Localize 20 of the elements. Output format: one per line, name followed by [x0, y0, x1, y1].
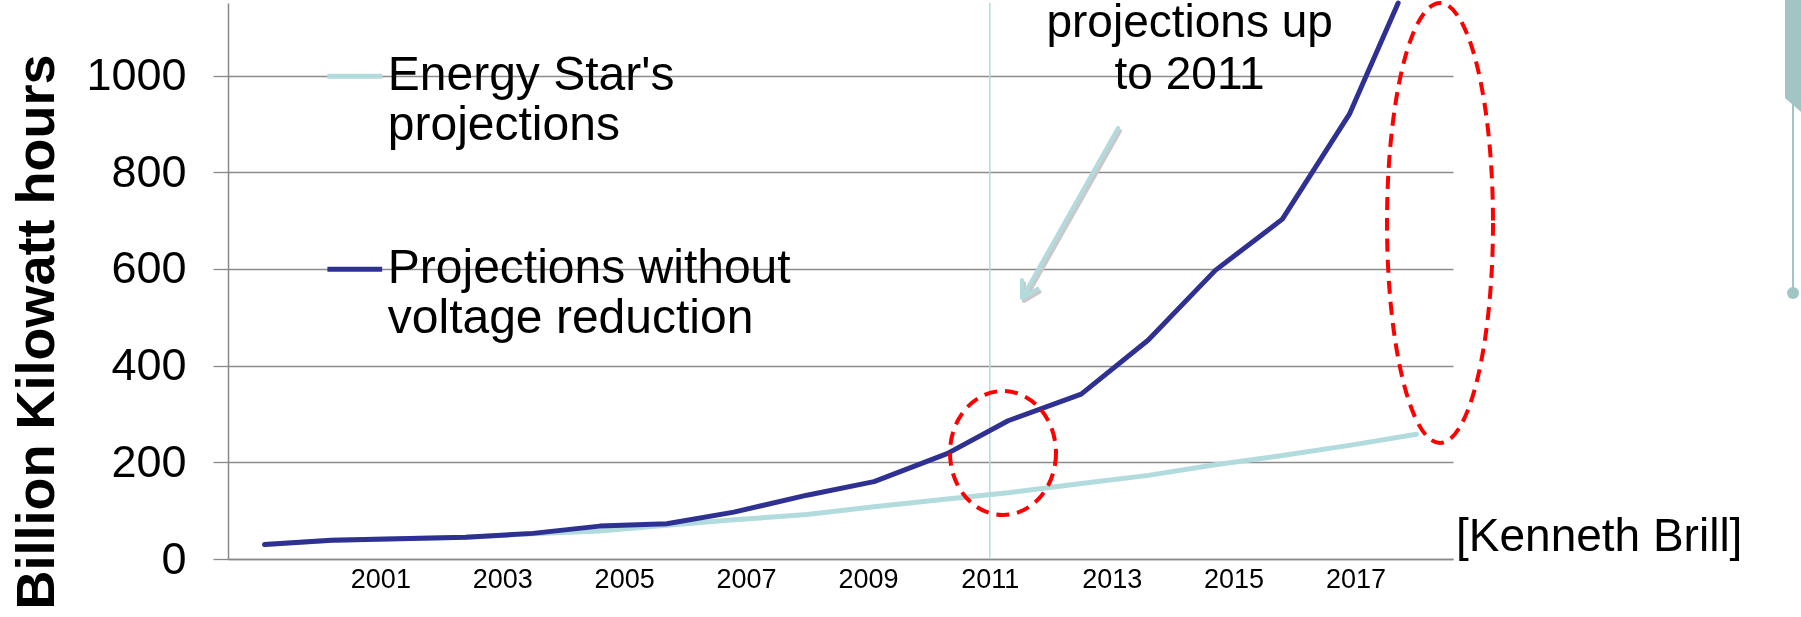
x-tick-label: 2013: [1082, 563, 1143, 594]
x-tick-label: 2015: [1204, 563, 1265, 594]
x-tick-label: 2005: [594, 563, 655, 594]
y-tick-label: 800: [111, 145, 187, 197]
y-tick-label: 200: [111, 435, 187, 487]
y-axis-title: Billion Kilowatt hours: [4, 54, 65, 610]
legend-label: Projections without voltage reduction: [387, 240, 791, 344]
x-tick-label: 2003: [472, 563, 533, 594]
y-tick-label: 0: [161, 532, 187, 584]
y-tick-label: 600: [111, 242, 187, 294]
x-tick-label: 2007: [716, 563, 777, 594]
legend-label: Energy Star's projections: [387, 47, 675, 151]
x-tick-label: 2001: [350, 563, 411, 594]
text: [Kenneth Brill]: [1456, 508, 1743, 561]
x-tick-label: 2009: [838, 563, 899, 594]
x-tick-label: 2011: [961, 563, 1020, 594]
annotation: projections up to 2011: [1046, 0, 1333, 99]
y-tick-label: 400: [111, 339, 187, 391]
y-tick-label: 1000: [86, 49, 187, 101]
x-tick-label: 2017: [1325, 563, 1387, 594]
